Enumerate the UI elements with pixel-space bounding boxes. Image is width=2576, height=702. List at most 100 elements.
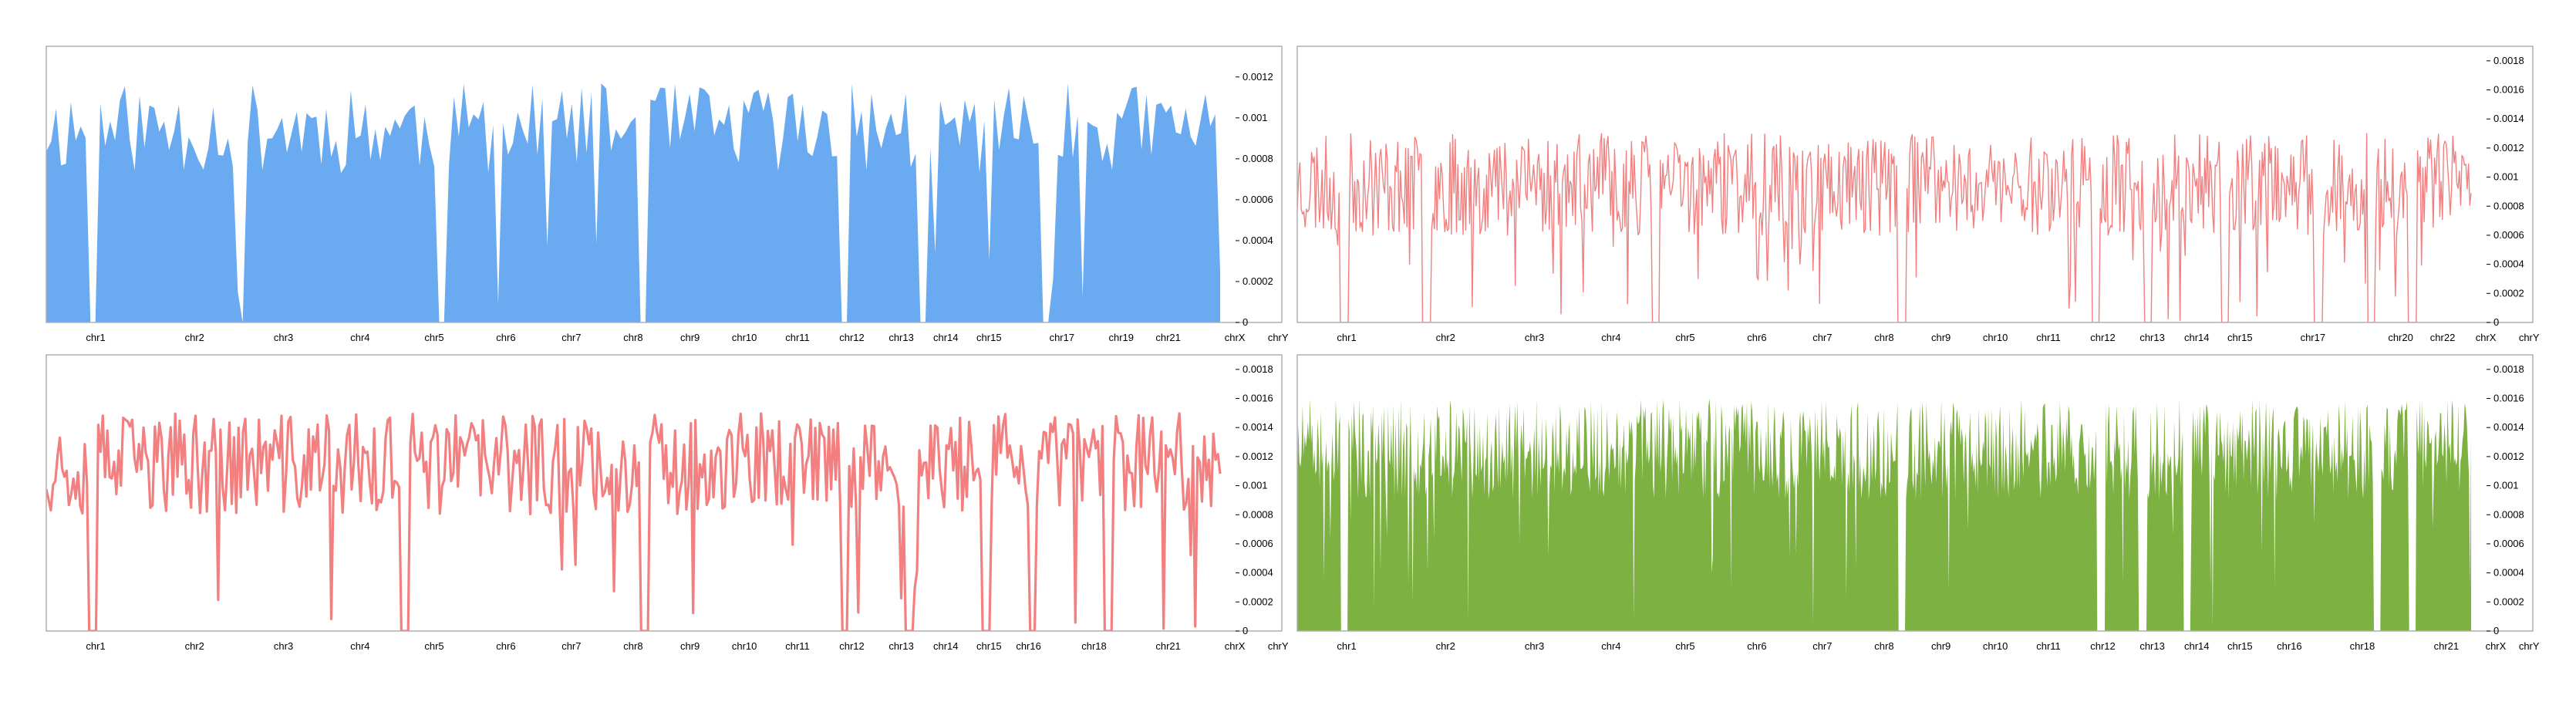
x-tick-label: chr2 (185, 332, 204, 343)
x-tick-label: chrX (1225, 640, 1246, 652)
y-tick-label: 0.0002 (1242, 275, 1273, 287)
x-tick-label: chr11 (785, 332, 810, 343)
y-tick-label: 0.0016 (2493, 84, 2524, 96)
y-tick-label: 0.0008 (2493, 200, 2524, 211)
x-tick-label: chr5 (424, 332, 443, 343)
x-tick-label: chr6 (496, 640, 515, 652)
x-tick-label: chr13 (2139, 640, 2165, 652)
x-tick-label: chr12 (839, 640, 865, 652)
x-tick-label: chr7 (1812, 332, 1832, 343)
x-tick-label: chr11 (2036, 640, 2061, 652)
y-tick-label: 0.0012 (1242, 451, 1273, 462)
x-tick-label: chr12 (839, 332, 865, 343)
x-tick-label: chr14 (2184, 332, 2210, 343)
x-tick-label: chr10 (732, 640, 757, 652)
x-tick-label: chr10 (1983, 640, 2008, 652)
x-tick-label: chr11 (785, 640, 810, 652)
chart-panel-bottom-left: 0 0.0002 0.0004 0.0006 0.0008 0.001 0.0012 0.00… (46, 354, 1289, 652)
y-tick-label: 0.0018 (2493, 55, 2524, 66)
x-tick-label: chr4 (1601, 332, 1620, 343)
y-tick-label: 0.0006 (1242, 194, 1273, 205)
x-tick-label: chr15 (976, 640, 1002, 652)
x-tick-label: chrX (1225, 332, 1246, 343)
y-tick-label: 0.001 (1242, 112, 1268, 123)
x-tick-label: chr1 (86, 640, 105, 652)
x-tick-label: chr15 (2227, 640, 2253, 652)
x-tick-label: chr1 (86, 332, 105, 343)
x-tick-label: chr8 (1874, 332, 1893, 343)
y-tick-label: 0.0006 (2493, 229, 2524, 241)
x-tick-label: chr8 (623, 640, 642, 652)
chart-panel-top-left: 0 0.0002 0.0004 0.0006 0.0008 0.001 0.0012 chr1… (46, 46, 1289, 343)
x-tick-label: chr21 (1155, 332, 1181, 343)
x-tick-label: chr16 (1016, 640, 1041, 652)
x-tick-label: chr16 (2277, 640, 2302, 652)
coverage-area (46, 83, 1220, 322)
x-tick-label: chr13 (888, 332, 914, 343)
x-tick-label: chr10 (1983, 332, 2008, 343)
x-tick-label: chr2 (185, 640, 204, 652)
x-tick-label: chr7 (1812, 640, 1832, 652)
y-tick-label: 0.0004 (1242, 567, 1273, 579)
x-tick-label: chrY (1268, 640, 1289, 652)
x-tick-label: chr11 (2036, 332, 2061, 343)
x-tick-label: chr20 (2388, 332, 2413, 343)
y-tick-label: 0.0016 (2493, 393, 2524, 404)
coverage-line (1297, 133, 2472, 322)
x-tick-label: chrX (2486, 640, 2507, 652)
y-tick-label: 0.0016 (1242, 393, 1273, 404)
y-tick-label: 0.0012 (2493, 451, 2524, 462)
x-tick-label: chr9 (680, 640, 700, 652)
x-tick-label: chr12 (2090, 332, 2116, 343)
x-tick-label: chr13 (888, 640, 914, 652)
x-tick-label: chr5 (424, 640, 443, 652)
x-tick-label: chr9 (1931, 640, 1951, 652)
x-tick-label: chr7 (561, 332, 581, 343)
y-tick-label: 0 (2493, 625, 2499, 636)
x-tick-label: chr6 (496, 332, 515, 343)
y-tick-label: 0.0006 (2493, 538, 2524, 549)
x-tick-label: chrY (2519, 332, 2540, 343)
y-tick-label: 0.001 (2493, 480, 2519, 491)
x-tick-label: chr6 (1747, 332, 1766, 343)
x-tick-label: chrX (2476, 332, 2497, 343)
x-tick-label: chr22 (2430, 332, 2456, 343)
x-tick-label: chr17 (2301, 332, 2326, 343)
y-tick-label: 0.0004 (1242, 235, 1273, 246)
y-tick-label: 0.0012 (2493, 142, 2524, 154)
plot-frame (46, 354, 1283, 632)
coverage-line (46, 412, 1222, 631)
x-tick-label: chr14 (933, 640, 959, 652)
y-tick-label: 0 (2493, 316, 2499, 328)
x-tick-label: chr1 (1337, 640, 1356, 652)
y-tick-label: 0 (1242, 316, 1248, 328)
x-tick-label: chr4 (350, 332, 369, 343)
y-tick-label: 0 (1242, 625, 1248, 636)
x-tick-label: chrY (2519, 640, 2540, 652)
x-tick-label: chr14 (2184, 640, 2210, 652)
coverage-area (1297, 398, 2471, 631)
y-tick-label: 0.0014 (2493, 113, 2524, 124)
x-tick-label: chrY (1268, 332, 1289, 343)
data-series (1297, 398, 2471, 631)
y-tick-label: 0.0018 (2493, 363, 2524, 375)
x-tick-label: chr8 (1874, 640, 1893, 652)
x-tick-label: chr9 (1931, 332, 1951, 343)
y-tick-label: 0.0018 (1242, 363, 1273, 375)
x-tick-label: chr4 (350, 640, 369, 652)
x-tick-label: chr15 (2227, 332, 2253, 343)
y-tick-label: 0.0004 (2493, 567, 2524, 579)
x-tick-label: chr10 (732, 332, 757, 343)
x-tick-label: chr5 (1675, 640, 1694, 652)
x-tick-label: chr21 (1155, 640, 1181, 652)
y-tick-label: 0.0002 (2493, 596, 2524, 607)
y-tick-label: 0.0008 (2493, 508, 2524, 520)
y-tick-label: 0.0008 (1242, 508, 1273, 520)
data-series (1297, 133, 2472, 322)
x-tick-label: chr3 (274, 640, 293, 652)
x-tick-label: chr21 (2434, 640, 2460, 652)
y-tick-label: 0.001 (1242, 480, 1268, 491)
y-tick-label: 0.0004 (2493, 258, 2524, 270)
x-tick-label: chr3 (1525, 332, 1544, 343)
